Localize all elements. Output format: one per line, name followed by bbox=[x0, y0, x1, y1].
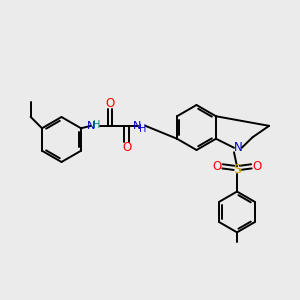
Text: S: S bbox=[233, 163, 241, 176]
Text: O: O bbox=[122, 141, 131, 154]
Text: N: N bbox=[234, 141, 243, 154]
Text: O: O bbox=[252, 160, 261, 173]
Text: H: H bbox=[93, 120, 100, 130]
Text: O: O bbox=[213, 160, 222, 173]
Text: N: N bbox=[133, 121, 141, 131]
Text: N: N bbox=[87, 121, 96, 131]
Text: H: H bbox=[139, 124, 146, 134]
Text: O: O bbox=[106, 98, 115, 110]
